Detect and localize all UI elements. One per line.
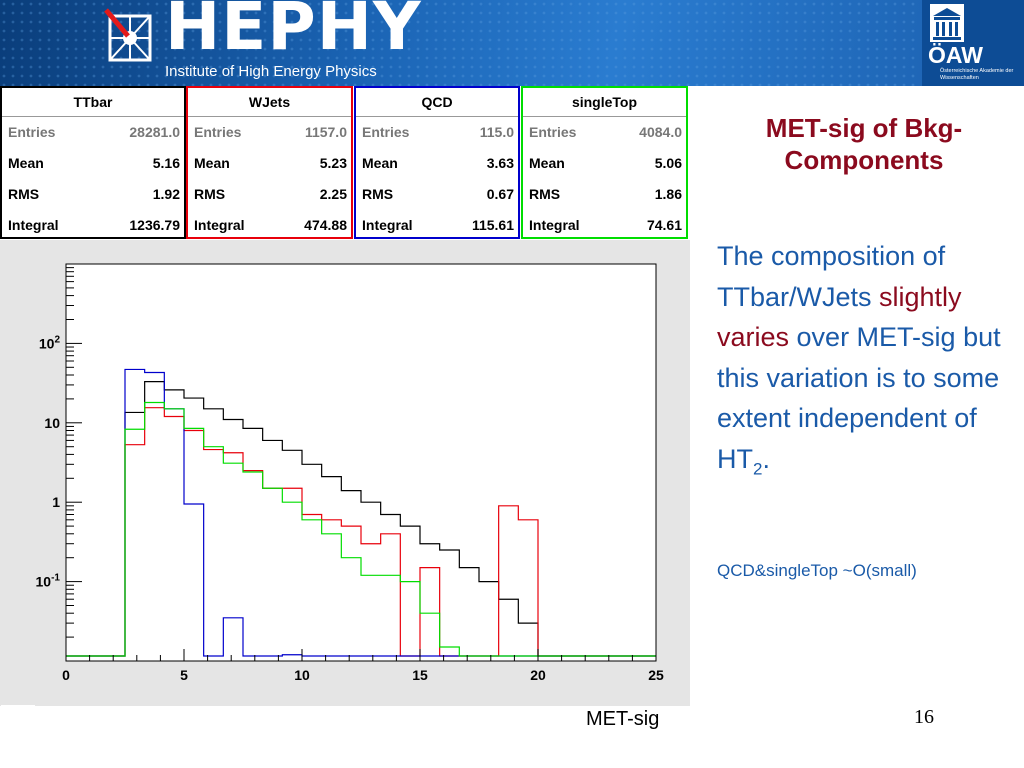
stats-box-wjets: WJets Entries 1157.0 Mean 5.23 RMS 2.25 Int… bbox=[186, 86, 353, 239]
stats-row-entries: Entries 1157.0 bbox=[194, 124, 347, 140]
axes: 0 5 10 15 20 25 102 10 1 10-1 bbox=[36, 267, 664, 683]
x-tick-label: 25 bbox=[648, 667, 664, 683]
hephy-logo-text: HEPHY bbox=[165, 0, 422, 65]
stats-title: TTbar bbox=[2, 88, 184, 117]
histogram-series bbox=[66, 368, 656, 657]
series-qcd bbox=[66, 368, 656, 657]
stats-row-rms: RMS 2.25 bbox=[194, 186, 347, 202]
header-banner: HEPHY Institute of High Energy Physics Ö… bbox=[0, 0, 1024, 86]
stats-row-entries: Entries 4084.0 bbox=[529, 124, 682, 140]
oaw-logo: ÖAW Österreichische Akademie der Wissens… bbox=[922, 0, 1024, 86]
x-tick-label: 5 bbox=[180, 667, 188, 683]
stats-row-integral: Integral 74.61 bbox=[529, 217, 682, 233]
x-tick-label: 0 bbox=[62, 667, 70, 683]
stats-row-mean: Mean 5.06 bbox=[529, 155, 682, 171]
x-tick-label: 20 bbox=[530, 667, 546, 683]
stats-row-mean: Mean 3.63 bbox=[362, 155, 514, 171]
stats-row-mean: Mean 5.16 bbox=[8, 155, 180, 171]
stats-box-singletop: singleTop Entries 4084.0 Mean 5.06 RMS 1.86… bbox=[521, 86, 688, 239]
highlight-text: slightly varies bbox=[717, 281, 962, 353]
stats-box-qcd: QCD Entries 115.0 Mean 3.63 RMS 0.67 Integr… bbox=[354, 86, 520, 239]
stats-title: WJets bbox=[188, 88, 351, 117]
series-ttbar bbox=[66, 381, 656, 657]
y-tick-label: 102 bbox=[39, 334, 61, 351]
page-number: 16 bbox=[914, 706, 934, 728]
hephy-logo-icon bbox=[104, 8, 152, 62]
x-axis-label: MET-sig bbox=[586, 708, 660, 730]
small-note: QCD&singleTop ~O(small) bbox=[717, 561, 917, 580]
x-tick-label: 10 bbox=[294, 667, 310, 683]
stats-row-rms: RMS 0.67 bbox=[362, 186, 514, 202]
plot-frame-border bbox=[65, 263, 657, 662]
slide-title: MET-sig of Bkg-Components bbox=[765, 113, 963, 175]
stats-row-integral: Integral 474.88 bbox=[194, 217, 347, 233]
oaw-description: Österreichische Akademie der Wissenschaf… bbox=[940, 68, 1014, 81]
x-tick-label: 15 bbox=[412, 667, 428, 683]
stats-row-integral: Integral 1236.79 bbox=[8, 217, 180, 233]
y-tick-label: 10-1 bbox=[36, 573, 61, 590]
banner-pattern bbox=[2, 2, 915, 86]
y-tick-label: 10 bbox=[44, 415, 60, 431]
stats-row-mean: Mean 5.23 bbox=[194, 155, 347, 171]
met-sig-histogram: 0 5 10 15 20 25 102 10 1 10-1 bbox=[0, 240, 690, 706]
stats-title: QCD bbox=[356, 88, 518, 117]
stats-row-rms: RMS 1.92 bbox=[8, 186, 180, 202]
hephy-subtitle: Institute of High Energy Physics bbox=[165, 63, 377, 80]
plot-frame bbox=[66, 264, 656, 661]
stats-row-integral: Integral 115.61 bbox=[362, 217, 514, 233]
academy-building-icon bbox=[930, 4, 964, 42]
series-singletop bbox=[66, 401, 656, 657]
stats-box-ttbar: TTbar Entries 28281.0 Mean 5.16 RMS 1.92 In… bbox=[0, 86, 186, 239]
oaw-name: ÖAW bbox=[928, 42, 983, 68]
slide-body-text: The composition of TTbar/WJets slightly … bbox=[717, 241, 1001, 478]
stats-row-entries: Entries 28281.0 bbox=[8, 124, 180, 140]
stats-row-entries: Entries 115.0 bbox=[362, 124, 514, 140]
stats-title: singleTop bbox=[523, 88, 686, 117]
y-tick-label: 1 bbox=[52, 494, 60, 510]
stats-row-rms: RMS 1.86 bbox=[529, 186, 682, 202]
